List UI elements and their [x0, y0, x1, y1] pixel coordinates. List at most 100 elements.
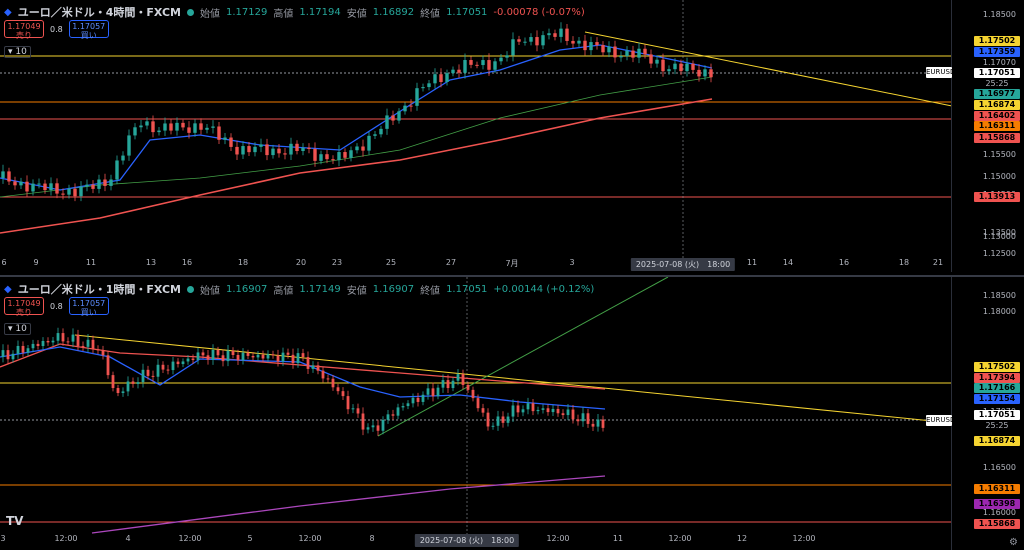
symbol-price-marker: EURUSD [926, 67, 956, 78]
candle-body [487, 60, 491, 70]
candle-body [403, 105, 407, 112]
candle-body [101, 350, 105, 356]
candle-body [311, 365, 315, 369]
candle-body [366, 427, 370, 430]
candle-body [583, 40, 587, 51]
candle-body [181, 361, 185, 365]
candle-body [116, 388, 120, 394]
price-label-tag: 1.17359 [974, 47, 1020, 57]
candle-body [261, 354, 265, 359]
candle-body [496, 416, 500, 426]
candle-body [571, 40, 575, 44]
candle-body [161, 364, 165, 370]
chart-pane-4h[interactable]: ◆ ユーロ／米ドル・4時間・FXCM 始値 1.17129 高値 1.17194 安… [0, 0, 1024, 272]
chart-pane-1h[interactable]: ◆ ユーロ／米ドル・1時間・FXCM 始値 1.16907 高値 1.17149 安… [0, 275, 1024, 550]
candle-body [331, 378, 335, 388]
price-tick: 1.16500 [982, 463, 1016, 472]
price-tick: 1.17070 [982, 58, 1016, 67]
candle-body [416, 397, 420, 402]
trade-panel-4h: 1.17049 売り 0.8 1.17057 買い [4, 20, 109, 40]
candle-body [517, 39, 521, 42]
candle-body [406, 403, 410, 407]
moving-average-line [91, 475, 606, 534]
candle-body [271, 148, 275, 156]
price-tick: 1.13500 [982, 228, 1016, 237]
candle-body [581, 413, 585, 422]
time-tick: 13 [145, 258, 157, 267]
price-tick: 1.12500 [982, 249, 1016, 258]
candle-body [71, 334, 75, 342]
candle-body [436, 387, 440, 397]
tradingview-logo[interactable]: TV [6, 514, 24, 528]
candle-body [577, 40, 581, 44]
candle-body [536, 409, 540, 412]
candle-body [266, 354, 270, 359]
candle-body [501, 416, 505, 423]
candle-body [679, 63, 683, 72]
price-label-tag: 1.16402 [974, 111, 1020, 121]
candle-body [253, 146, 257, 153]
gear-icon[interactable]: ⚙ [1009, 537, 1018, 548]
candle-body [73, 188, 77, 197]
candle-body [141, 369, 145, 383]
candle-body [121, 391, 125, 394]
candle-body [561, 413, 565, 416]
price-label-tag: 1.16977 [974, 89, 1020, 99]
candle-body [145, 121, 149, 126]
candle-body [367, 135, 371, 151]
price-axis-4h[interactable]: 1.185001.170701.155001.150001.145001.135… [926, 0, 1024, 272]
buy-button[interactable]: 1.17057 買い [68, 20, 109, 40]
chart-canvas-1h[interactable] [0, 277, 1024, 550]
open-value: 1.17129 [225, 6, 268, 18]
candle-body [356, 408, 360, 414]
candle-body [571, 409, 575, 420]
price-label-tag: 1.17051 [974, 68, 1020, 78]
price-label-tag: 1.16874 [974, 436, 1020, 446]
candle-body [85, 184, 89, 187]
symbol-price-marker: EURUSD [926, 415, 956, 426]
low-value: 1.16892 [372, 6, 415, 18]
candle-body [56, 333, 60, 341]
price-label-tag: 1.16311 [974, 484, 1020, 494]
candle-body [265, 144, 269, 156]
lot-size-input[interactable]: ▾ 10 [4, 323, 31, 335]
price-label-tag: 1.15868 [974, 133, 1020, 143]
candle-body [61, 333, 65, 342]
change-value: +0.00144 (+0.12%) [493, 283, 595, 295]
candle-body [283, 153, 287, 155]
candle-body [221, 355, 225, 362]
lot-size-input[interactable]: ▾ 10 [4, 46, 31, 58]
candle-body [171, 361, 175, 371]
chart-canvas-4h[interactable] [0, 0, 1024, 272]
chart-title[interactable]: ユーロ／米ドル・4時間・FXCM [17, 6, 181, 19]
change-value: -0.00078 (-0.07%) [493, 6, 585, 18]
sell-button[interactable]: 1.17049 売り [4, 297, 44, 317]
time-tick: 12:00 [546, 534, 570, 543]
price-axis-1h[interactable]: 1.185001.180001.170701.165001.160001.175… [926, 277, 1024, 550]
candle-body [426, 388, 430, 395]
candle-body [319, 154, 323, 161]
time-tick: 27 [445, 258, 457, 267]
candle-body [445, 73, 449, 83]
candle-body [446, 380, 450, 389]
candle-body [157, 130, 161, 133]
trend-line [377, 277, 669, 437]
candle-body [67, 188, 71, 195]
chart-title[interactable]: ユーロ／米ドル・1時間・FXCM [17, 283, 181, 296]
candle-body [139, 125, 143, 128]
candle-body [709, 69, 713, 78]
price-label-tag: 1.17166 [974, 383, 1020, 393]
candle-body [376, 425, 380, 431]
candle-body [169, 123, 173, 131]
candle-body [49, 183, 53, 191]
buy-button[interactable]: 1.17057 買い [68, 297, 109, 317]
candle-body [431, 388, 435, 397]
candle-body [401, 406, 405, 408]
candle-body [187, 127, 191, 133]
candle-body [289, 143, 293, 155]
time-axis-1h[interactable]: 312:00412:00512:0081012:001112:001212:00… [0, 534, 952, 548]
time-axis-4h[interactable]: 6911131618202325277月3511141618212025-07-… [0, 258, 952, 272]
candle-body [31, 183, 35, 192]
sell-button[interactable]: 1.17049 売り [4, 20, 44, 40]
candle-body [595, 42, 599, 46]
